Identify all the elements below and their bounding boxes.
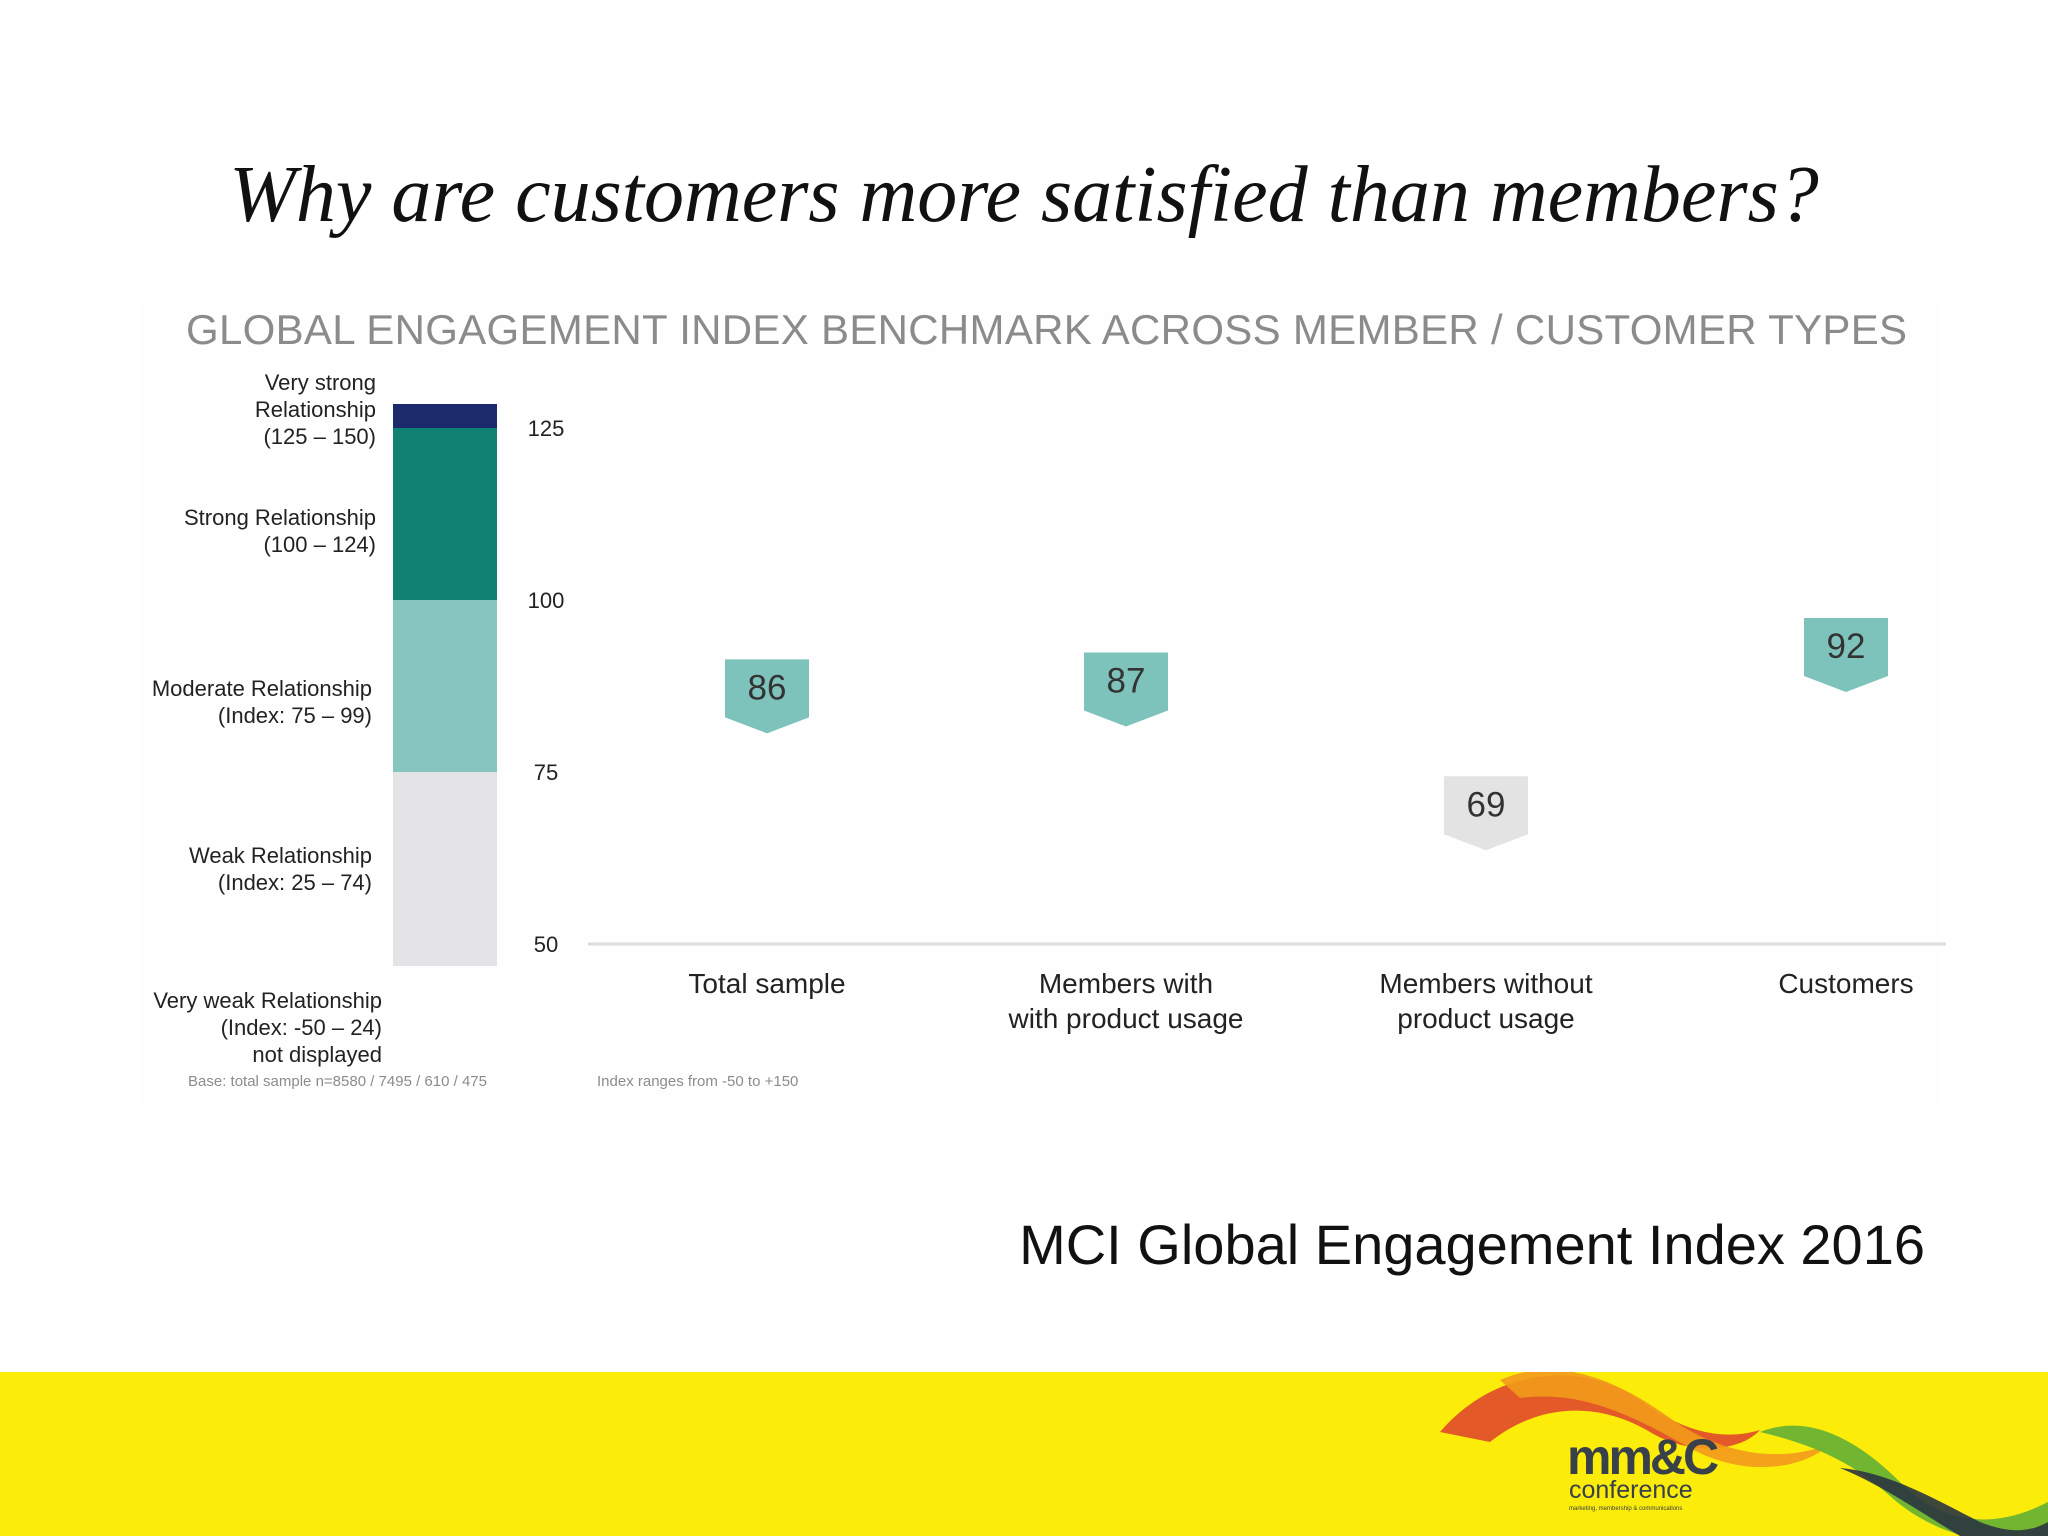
y-tick-50: 50 — [534, 932, 558, 957]
band-label-0-line-2: (125 – 150) — [263, 424, 376, 449]
band-label-3-line-1: (Index: 25 – 74) — [218, 870, 372, 895]
band-label-0-line-0: Very strong — [265, 370, 376, 395]
slide-title: Why are customers more satisfied than me… — [229, 151, 1819, 239]
y-axis-ticks: 125 100 75 50 — [528, 416, 565, 957]
marker-value-3: 92 — [1827, 627, 1866, 666]
band-label-0-line-1: Relationship — [255, 397, 376, 422]
band-segment-2 — [393, 600, 497, 772]
band-label-4-line-0: Very weak Relationship — [153, 988, 382, 1013]
band-label-3-line-0: Weak Relationship — [189, 843, 372, 868]
value-markers: 86 87 69 92 — [725, 618, 1888, 851]
logo-subtitle: conference — [1569, 1476, 1693, 1504]
band-segment-0 — [393, 404, 497, 428]
base-note: Base: total sample n=8580 / 7495 / 610 /… — [188, 1073, 487, 1090]
y-tick-125: 125 — [528, 416, 565, 441]
mmc-conference-logo: mm&C conference marketing, membership & … — [1440, 1372, 2048, 1536]
y-tick-100: 100 — [528, 588, 565, 613]
marker-2 — [1444, 776, 1528, 851]
x-axis-category-labels: Total sample Members with with product usa… — [688, 968, 1913, 1034]
marker-value-0: 86 — [748, 668, 787, 707]
band-label-4-line-2: not displayed — [252, 1042, 382, 1067]
category-label-1-line-0: Members with — [1039, 968, 1213, 999]
band-label-2-line-0: Moderate Relationship — [152, 676, 372, 701]
category-label-2-line-0: Members without — [1379, 968, 1592, 999]
category-label-3-line-0: Customers — [1778, 968, 1913, 999]
category-label-1-line-1: with product usage — [1007, 1003, 1243, 1034]
band-segment-3 — [393, 772, 497, 966]
logo-swoosh-green — [1760, 1425, 2048, 1536]
y-tick-75: 75 — [534, 760, 558, 785]
logo-swoosh-orange — [1500, 1372, 1830, 1468]
band-label-4-line-1: (Index: -50 – 24) — [221, 1015, 382, 1040]
footer-bar: mm&C conference marketing, membership & … — [0, 1372, 2048, 1536]
marker-0 — [725, 659, 809, 734]
source-caption: MCI Global Engagement Index 2016 — [1019, 1213, 1925, 1276]
range-note: Index ranges from -50 to +150 — [597, 1073, 798, 1090]
logo-swoosh-dark — [1840, 1468, 2048, 1536]
band-label-1-line-0: Strong Relationship — [184, 505, 376, 530]
marker-value-2: 69 — [1467, 785, 1506, 824]
category-label-0-line-0: Total sample — [688, 968, 845, 999]
relationship-band-bar — [393, 404, 497, 966]
marker-1 — [1084, 652, 1168, 727]
category-label-2-line-1: product usage — [1397, 1003, 1574, 1034]
band-label-1-line-1: (100 – 124) — [263, 532, 376, 557]
marker-value-1: 87 — [1107, 661, 1146, 700]
band-segment-1 — [393, 428, 497, 600]
marker-3 — [1804, 618, 1888, 693]
logo-wordmark: mm&C — [1567, 1429, 1718, 1485]
band-label-2-line-1: (Index: 75 – 99) — [218, 703, 372, 728]
logo-tagline: marketing, membership & communications — [1569, 1506, 1682, 1512]
chart-title: GLOBAL ENGAGEMENT INDEX BENCHMARK ACROSS… — [186, 306, 1908, 353]
